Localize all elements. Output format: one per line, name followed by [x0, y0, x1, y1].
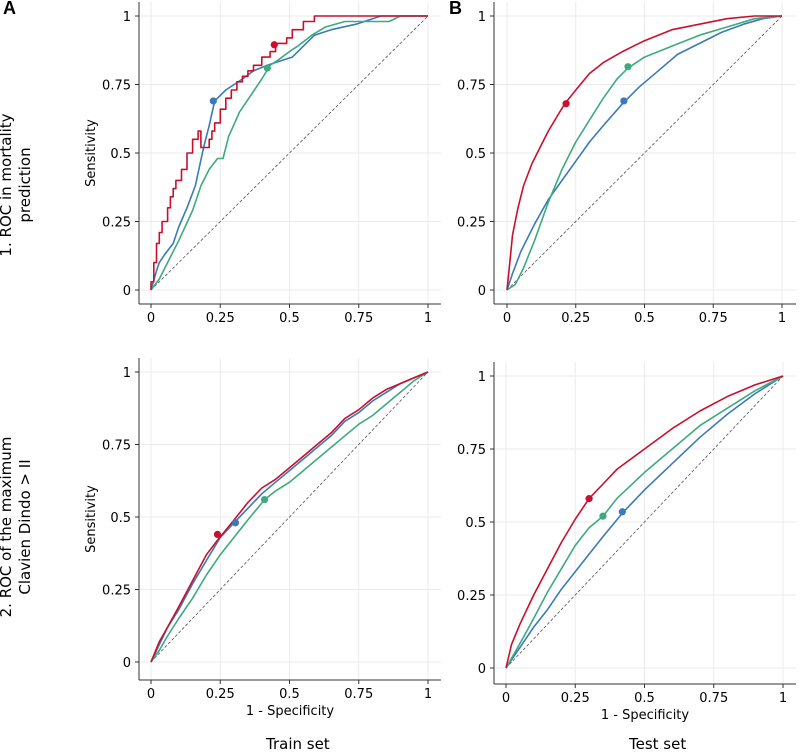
roc-curve-red	[505, 375, 784, 669]
y-axis-label: Sensitivity	[84, 485, 99, 553]
x-tick-label: 1	[424, 311, 432, 326]
y-tick-label: 0.75	[102, 439, 131, 454]
x-tick-label: 0	[147, 687, 155, 702]
y-tick-label: 0.75	[102, 79, 131, 94]
x-tick-label: 0.5	[279, 311, 300, 326]
roc-curve-green	[505, 375, 784, 669]
roc-curve-green	[506, 15, 783, 291]
diagonal-reference-line	[505, 375, 784, 669]
panel-letter-b: B	[449, 0, 462, 18]
roc-curve-blue	[150, 15, 428, 291]
cutoff-point-red	[585, 495, 593, 503]
x-tick-label: 0.5	[634, 311, 655, 326]
y-tick-label: 0.5	[465, 147, 486, 162]
x-tick-label: 0	[147, 311, 155, 326]
roc-curve-green	[150, 15, 428, 291]
cutoff-point-green	[599, 512, 607, 520]
cutoff-point-red	[270, 41, 278, 49]
y-tick-label: 0.25	[457, 216, 486, 231]
roc-curve-blue	[150, 371, 429, 663]
y-tick-label: 1	[478, 370, 486, 385]
x-tick-label: 0.25	[206, 687, 235, 702]
x-tick-label: 0.75	[344, 687, 373, 702]
x-tick-label: 0.75	[699, 311, 728, 326]
y-tick-label: 0	[123, 284, 131, 299]
y-tick-label: 0	[478, 662, 486, 677]
cutoff-point-blue	[618, 508, 626, 516]
y-tick-label: 0.5	[110, 511, 131, 526]
x-tick-label: 0.25	[561, 691, 590, 706]
x-tick-label: 0	[502, 691, 510, 706]
roc-curve-blue	[506, 15, 783, 291]
x-tick-label: 1	[778, 311, 786, 326]
y-tick-label: 0.75	[457, 443, 486, 458]
roc-curve-red	[506, 15, 782, 291]
x-tick-label: 0.25	[206, 311, 235, 326]
roc-curve-red	[150, 15, 428, 290]
cutoff-point-red	[213, 530, 222, 539]
x-tick-label: 0	[503, 311, 511, 326]
x-tick-label: 0.75	[344, 311, 373, 326]
cutoff-point-green	[624, 63, 632, 71]
column-label-test: Test set	[629, 735, 687, 753]
x-tick-label: 1	[779, 691, 787, 706]
x-tick-label: 0.5	[634, 691, 655, 706]
x-axis-label: 1 - Specificity	[601, 708, 690, 723]
y-tick-label: 0.75	[457, 79, 486, 94]
y-tick-label: 1	[123, 366, 131, 381]
cutoff-point-green	[263, 64, 271, 72]
cutoff-point-blue	[231, 519, 240, 527]
roc-curve-blue	[505, 375, 784, 669]
y-tick-label: 0.25	[102, 584, 131, 599]
x-tick-label: 0.25	[561, 311, 590, 326]
y-tick-label: 0.25	[457, 589, 486, 604]
x-axis-label: 1 - Specificity	[246, 704, 335, 719]
x-tick-label: 1	[424, 687, 432, 702]
panel-letter-a: A	[3, 0, 16, 18]
roc-curve-green	[150, 371, 429, 663]
cutoff-point-blue	[620, 97, 628, 105]
roc-curve-red	[150, 371, 429, 663]
y-tick-label: 1	[478, 10, 486, 25]
y-tick-label: 0	[123, 656, 131, 671]
cutoff-point-blue	[209, 97, 217, 105]
y-tick-label: 0.5	[465, 516, 486, 531]
y-tick-label: 1	[123, 10, 131, 25]
diagonal-reference-line	[150, 371, 429, 663]
cutoff-point-red	[562, 100, 570, 108]
cutoff-point-green	[260, 496, 269, 504]
x-tick-label: 0.75	[699, 691, 728, 706]
y-tick-label: 0	[478, 284, 486, 299]
column-label-train: Train set	[266, 735, 330, 753]
x-tick-label: 0.5	[279, 687, 300, 702]
y-tick-label: 0.25	[102, 216, 131, 231]
y-axis-label: Sensitivity	[84, 119, 99, 187]
y-tick-label: 0.5	[110, 147, 131, 162]
